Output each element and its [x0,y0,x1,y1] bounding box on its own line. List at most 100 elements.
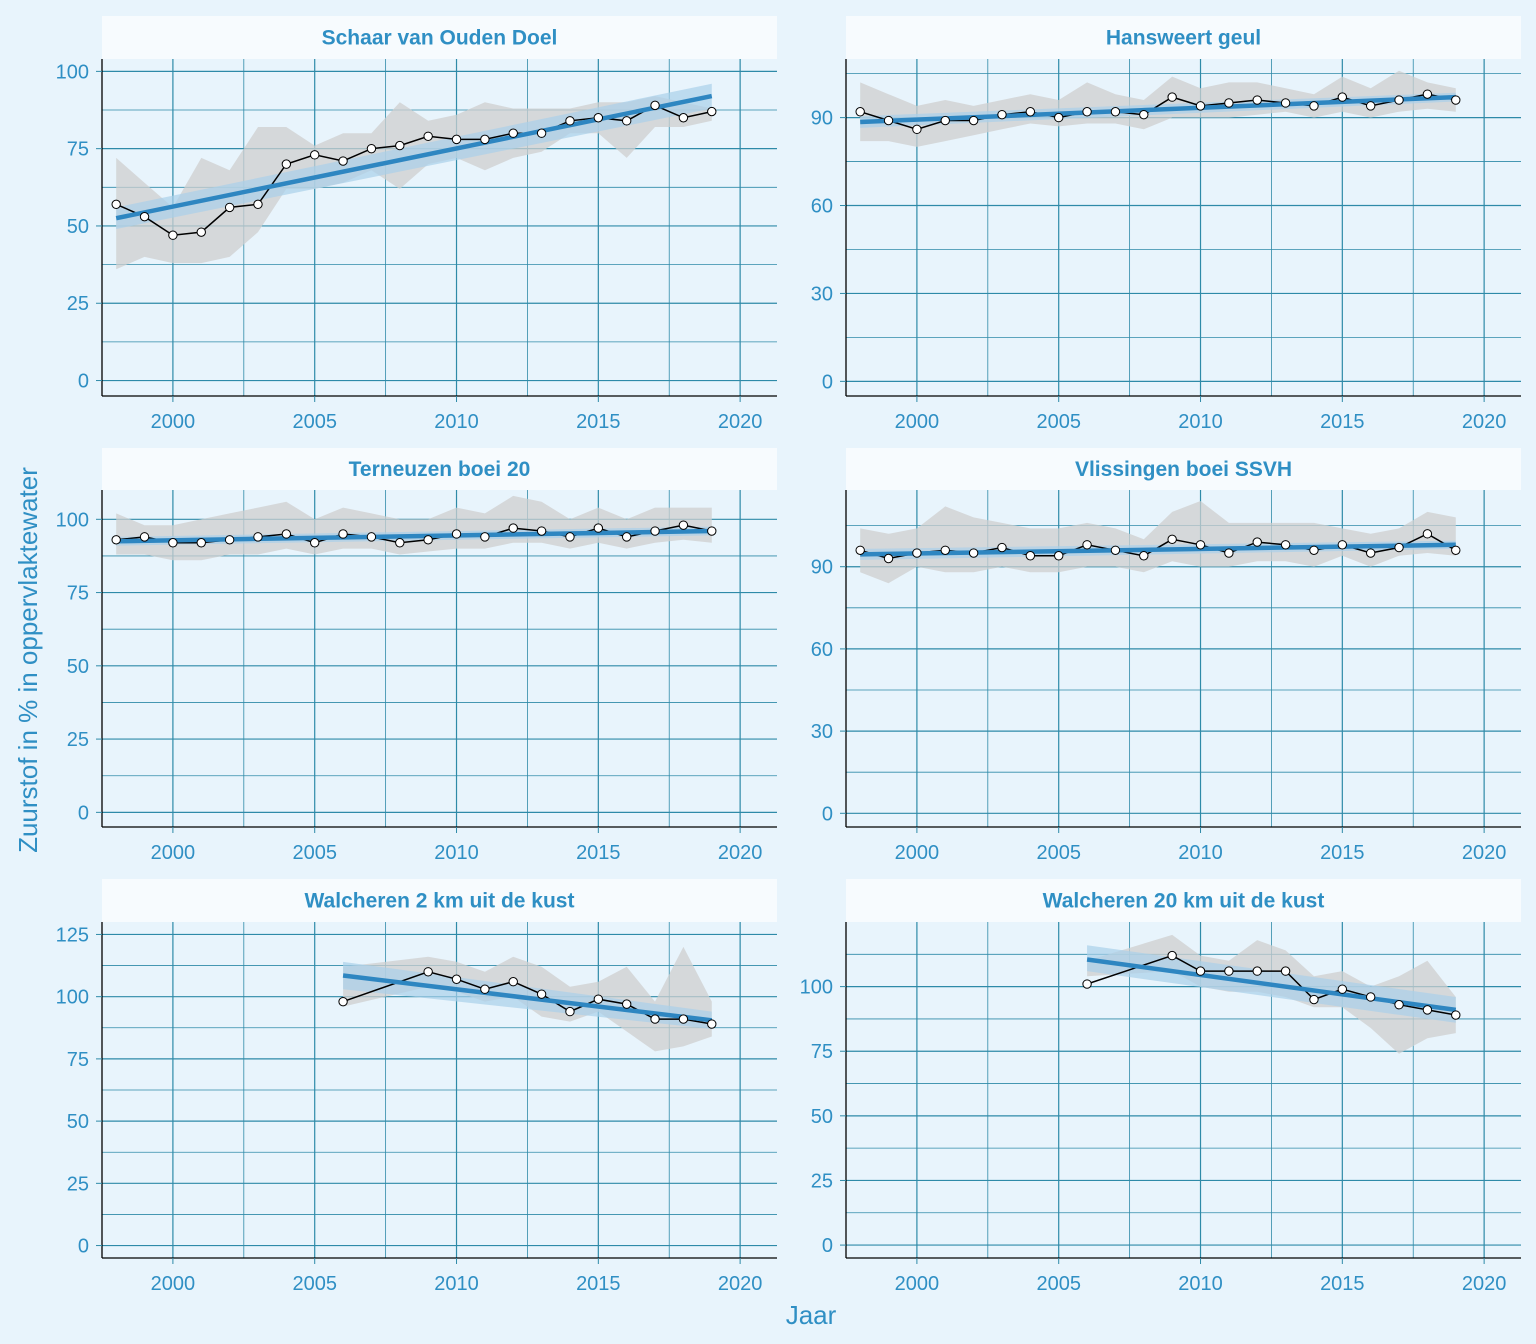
facet-title: Hansweert geul [1106,27,1261,50]
data-point [168,538,178,548]
data-point [621,116,632,126]
data-point [451,529,462,539]
facet-title: Schaar van Ouden Doel [322,27,558,50]
data-point [650,100,660,111]
x-tick-label: 2000 [895,411,940,433]
data-point [536,526,547,536]
data-point [1195,540,1206,550]
data-point [1025,551,1036,561]
x-tick-label: 2005 [292,1273,337,1295]
data-point [855,545,865,555]
x-tick-label: 2000 [151,411,196,433]
data-point [1252,966,1262,976]
data-point [997,109,1007,120]
data-point [1365,548,1376,558]
data-point [1082,540,1092,550]
data-point [423,535,433,545]
x-tick-label: 2010 [434,1273,479,1295]
x-tick-label: 2020 [1462,411,1507,433]
data-point [139,211,150,222]
y-tick-label: 30 [811,721,833,743]
data-point [395,538,405,548]
facet-title: Walcheren 20 km uit de kust [1043,890,1325,913]
data-point [1451,1010,1461,1020]
data-point [508,523,518,533]
data-point [1394,1000,1404,1010]
data-point [1224,98,1234,108]
data-point [1167,92,1177,102]
data-point [366,532,377,542]
data-point [480,984,490,994]
data-point [707,106,717,117]
facet-strip [102,16,777,59]
y-tick-label: 0 [78,1236,89,1258]
y-tick-label: 100 [56,987,89,1009]
data-point [1054,112,1064,123]
x-tick-label: 2015 [1320,1273,1365,1295]
data-point [707,1019,717,1029]
y-tick-label: 25 [67,1173,89,1195]
data-point [1309,994,1319,1005]
data-point [678,520,689,530]
x-tick-label: 2010 [1178,411,1223,433]
data-point [968,548,979,558]
data-point [1025,107,1036,117]
data-point [1422,529,1433,539]
y-tick-label: 100 [56,509,89,531]
y-tick-label: 90 [811,108,833,130]
data-point [338,529,348,539]
data-point [310,538,320,548]
data-point [111,199,121,210]
data-point [224,202,235,213]
data-point [1337,540,1348,550]
data-point [1110,107,1121,117]
data-point [940,545,950,555]
y-tick-label: 50 [67,216,89,238]
data-point [395,140,405,151]
data-point [678,113,689,123]
facet-title: Vlissingen boei SSVH [1075,458,1292,481]
x-tick-label: 2015 [1320,842,1365,864]
y-tick-label: 90 [811,557,833,579]
facet-panel: Hansweert geul 0 30 60 90 2000 2005 2010 2015 202… [811,16,1521,433]
data-point [423,131,433,141]
x-tick-label: 2000 [895,842,940,864]
data-point [508,128,518,138]
y-tick-label: 0 [78,371,89,393]
data-point [565,532,575,542]
data-point [508,977,518,987]
x-tick-label: 2005 [292,411,337,433]
facet-strip [846,879,1521,922]
data-point [1139,109,1149,120]
x-tick-label: 2005 [1036,411,1081,433]
range-band [116,96,712,270]
x-tick-label: 2010 [434,411,479,433]
data-point [997,542,1007,553]
data-point [593,994,604,1004]
range-band [116,495,712,561]
facet-panel: Schaar van Ouden Doel 0 25 50 75 100 2000 2005 2… [56,16,777,433]
y-tick-label: 75 [67,139,89,161]
x-tick-label: 2010 [434,842,479,864]
facet-strip [846,16,1521,59]
y-tick-label: 25 [67,729,89,751]
data-point [1280,540,1291,550]
data-point [855,107,865,117]
data-point [1224,966,1234,976]
y-tick-label: 25 [811,1170,833,1192]
data-point [1195,966,1206,976]
data-point [1252,537,1262,547]
data-point [1394,542,1404,553]
data-point [310,150,320,160]
facet-strip [102,448,777,490]
facet-title: Terneuzen boei 20 [349,458,531,481]
data-point [1394,95,1404,105]
data-point [111,535,121,545]
data-point [1082,107,1092,117]
x-tick-label: 2010 [1178,842,1223,864]
y-tick-label: 0 [822,803,833,825]
data-point [1110,545,1121,555]
data-point [1252,95,1262,105]
data-point [338,156,348,166]
